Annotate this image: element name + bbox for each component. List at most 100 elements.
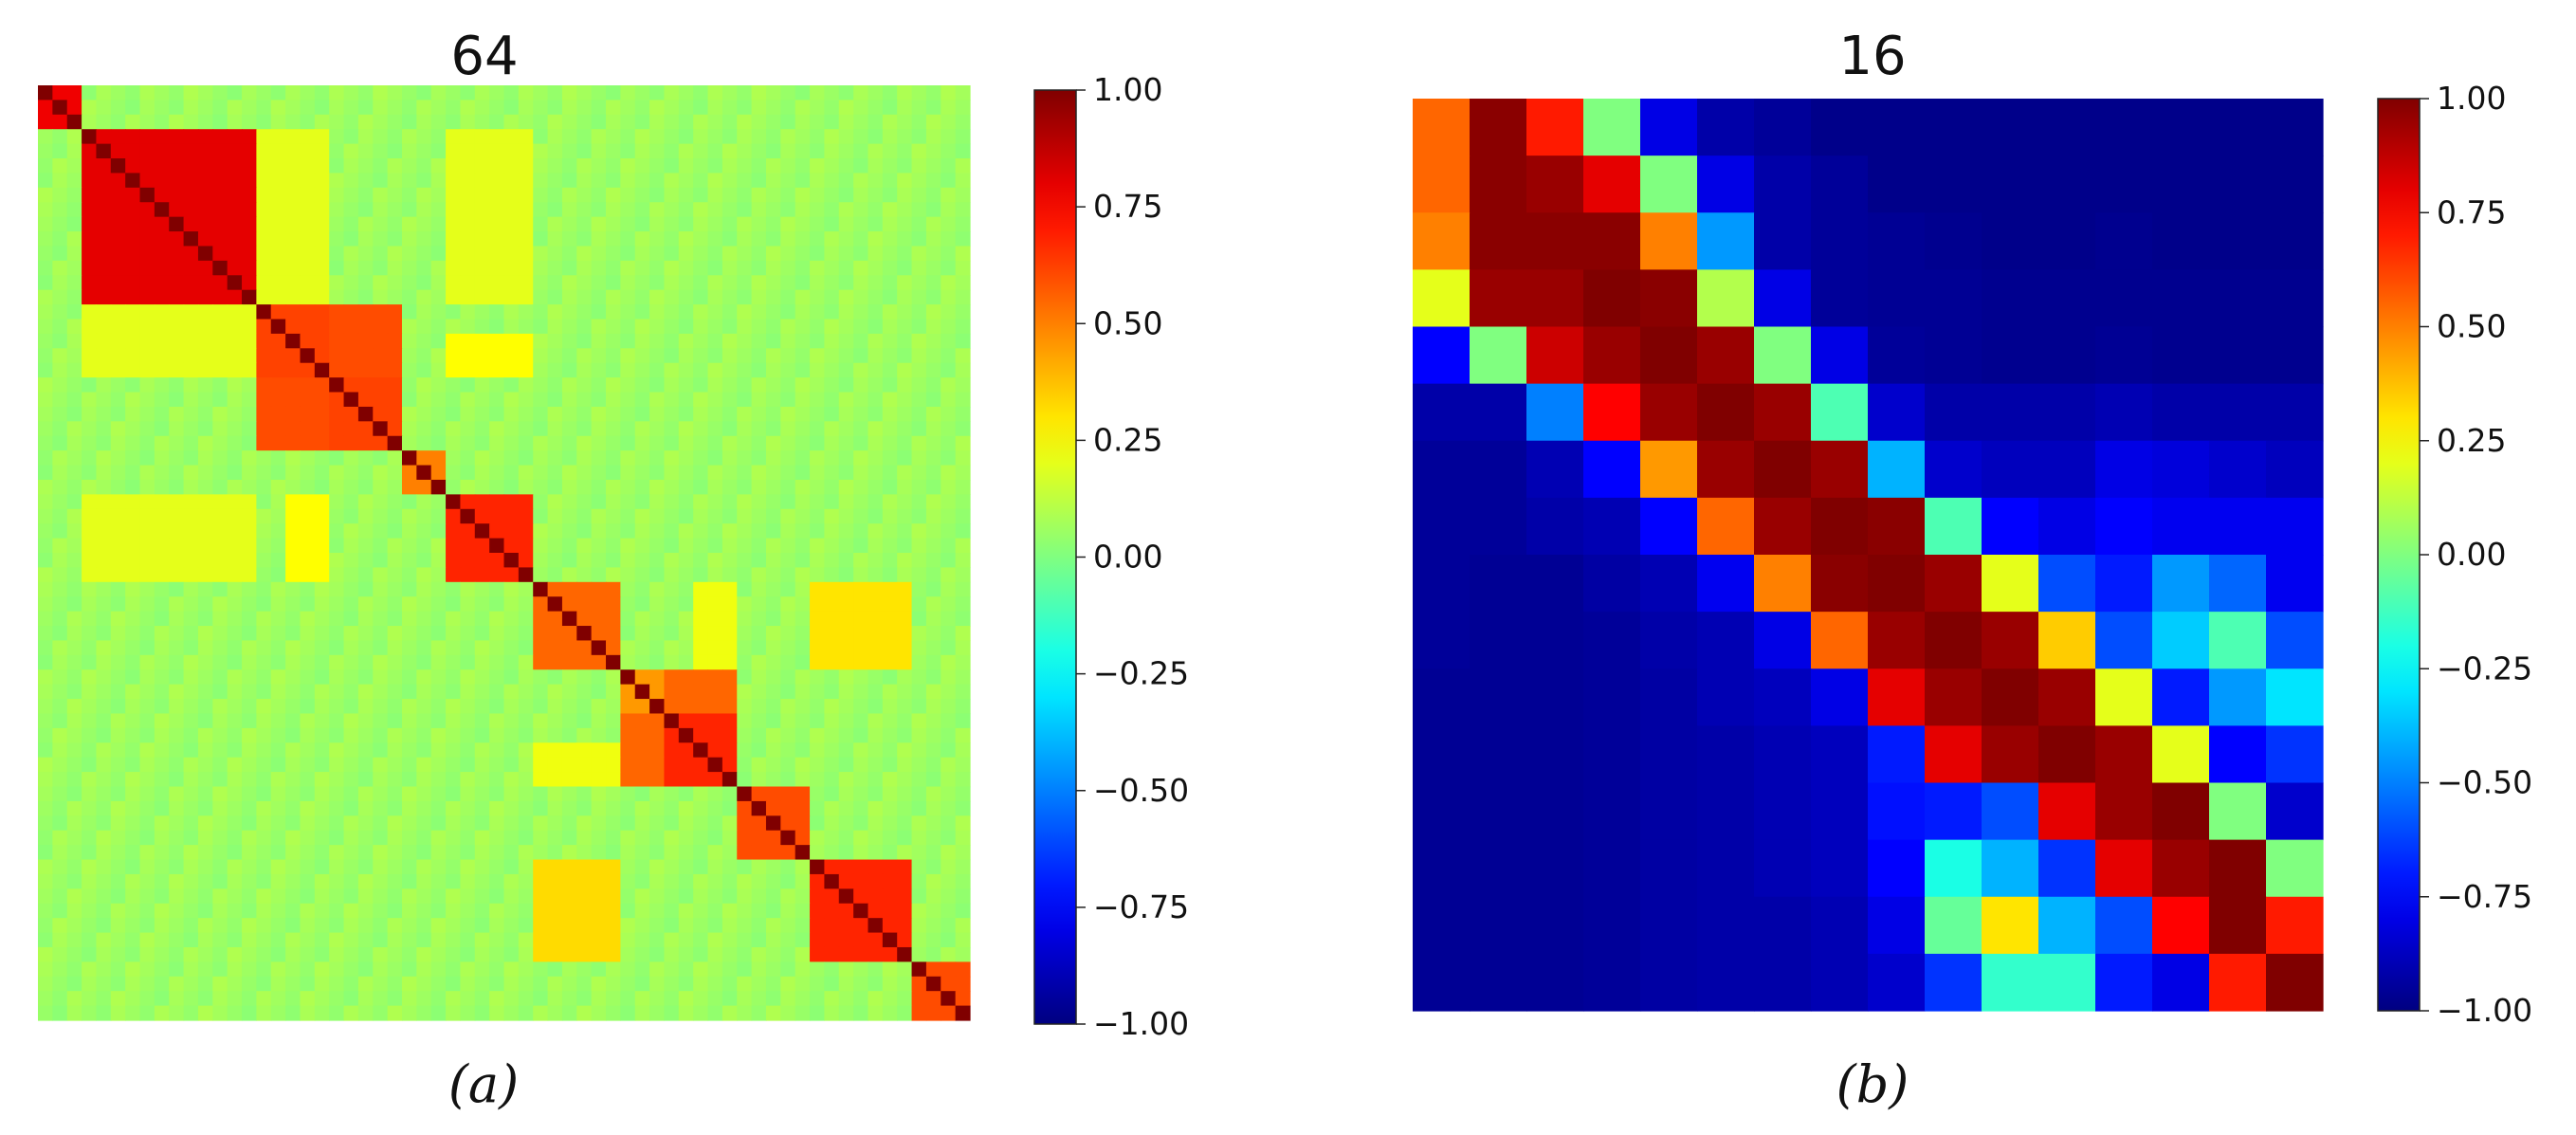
heatmap-a-cell: [82, 421, 98, 437]
heatmap-a-cell: [401, 873, 417, 889]
heatmap-a-cell: [446, 873, 462, 889]
heatmap-a-cell: [169, 654, 185, 670]
heatmap-a-cell: [66, 479, 82, 495]
heatmap-a-cell: [955, 772, 971, 788]
heatmap-a-cell: [634, 362, 650, 378]
heatmap-a-cell: [270, 187, 286, 203]
heatmap-a-cell: [853, 246, 869, 262]
heatmap-a-cell: [576, 640, 593, 656]
heatmap-b-cell: [1925, 839, 1982, 898]
heatmap-a-cell: [242, 538, 257, 554]
heatmap-a-cell: [125, 640, 141, 656]
heatmap-a-cell: [460, 508, 476, 524]
heatmap-a-cell: [503, 918, 520, 934]
heatmap-a-cell: [446, 406, 462, 422]
heatmap-b-cell: [2095, 896, 2153, 955]
heatmap-a-cell: [357, 479, 374, 495]
heatmap-b-cell: [1868, 99, 1926, 156]
heatmap-a-cell: [242, 742, 257, 759]
heatmap-a-cell: [751, 946, 767, 962]
heatmap-a-cell: [911, 699, 927, 715]
heatmap-a-cell: [737, 626, 753, 642]
heatmap-a-cell: [911, 348, 927, 364]
heatmap-b-cell: [1413, 953, 1471, 1012]
heatmap-a-cell: [634, 888, 650, 905]
heatmap-a-cell: [664, 699, 680, 715]
heatmap-b-cell: [1413, 896, 1471, 955]
heatmap-a-cell: [430, 611, 447, 627]
heatmap-a-cell: [533, 888, 549, 905]
heatmap-a-cell: [751, 304, 767, 320]
heatmap-a-cell: [882, 260, 898, 276]
heatmap-a-cell: [606, 538, 621, 554]
heatmap-a-cell: [737, 699, 753, 715]
heatmap-a-cell: [154, 742, 170, 759]
heatmap-a-cell: [751, 918, 767, 934]
heatmap-a-cell: [373, 246, 389, 262]
heatmap-a-cell: [707, 684, 723, 700]
heatmap-a-cell: [810, 991, 826, 1007]
heatmap-a-cell: [329, 845, 345, 861]
heatmap-a-cell: [387, 727, 403, 743]
heatmap-a-cell: [256, 348, 272, 364]
heatmap-a-cell: [139, 246, 155, 262]
heatmap-b-cell: [1925, 497, 1982, 556]
heatmap-a-cell: [227, 830, 243, 846]
heatmap-a-cell: [227, 553, 243, 569]
heatmap-a-cell: [38, 757, 53, 773]
heatmap-a-cell: [678, 187, 694, 203]
heatmap-a-cell: [561, 216, 577, 232]
heatmap-a-cell: [868, 713, 884, 729]
heatmap-a-cell: [882, 143, 898, 159]
heatmap-a-cell: [795, 757, 811, 773]
heatmap-a-cell: [357, 976, 374, 992]
heatmap-a-cell: [66, 216, 82, 232]
heatmap-a-cell: [810, 888, 826, 905]
heatmap-a-cell: [373, 859, 389, 875]
heatmap-a-cell: [678, 976, 694, 992]
heatmap-a-cell: [664, 932, 680, 948]
heatmap-a-cell: [430, 699, 447, 715]
heatmap-a-cell: [576, 523, 593, 540]
heatmap-a-cell: [911, 1005, 927, 1021]
heatmap-a-cell: [824, 859, 840, 875]
heatmap-b-cell: [2152, 782, 2210, 841]
heatmap-a-cell: [503, 611, 520, 627]
heatmap-a-cell: [38, 202, 53, 218]
heatmap-a-cell: [446, 800, 462, 816]
heatmap-a-cell: [868, 143, 884, 159]
heatmap-a-cell: [737, 114, 753, 130]
heatmap-b-cell: [1640, 156, 1698, 213]
heatmap-a-cell: [329, 289, 345, 305]
heatmap-b-cell: [2152, 839, 2210, 898]
heatmap-a-cell: [270, 976, 286, 992]
heatmap-a-cell: [52, 640, 68, 656]
heatmap-a-cell: [664, 567, 680, 583]
heatmap-a-cell: [212, 187, 228, 203]
heatmap-a-cell: [52, 596, 68, 613]
heatmap-a-cell: [489, 362, 505, 378]
heatmap-b-cell: [2209, 668, 2267, 726]
heatmap-a-cell: [125, 859, 141, 875]
heatmap-a-cell: [518, 421, 534, 437]
heatmap-a-cell: [38, 479, 53, 495]
heatmap-a-cell: [110, 626, 126, 642]
heatmap-a-cell: [212, 465, 228, 481]
heatmap-a-cell: [780, 684, 796, 700]
heatmap-a-cell: [518, 757, 534, 773]
heatmap-a-cell: [197, 611, 213, 627]
heatmap-a-cell: [707, 1005, 723, 1021]
heatmap-a-cell: [765, 757, 781, 773]
heatmap-a-cell: [387, 333, 403, 349]
heatmap-a-cell: [52, 304, 68, 320]
heatmap-a-cell: [416, 450, 432, 467]
heatmap-a-cell: [474, 216, 490, 232]
heatmap-a-cell: [547, 742, 563, 759]
heatmap-a-cell: [503, 553, 520, 569]
heatmap-a-cell: [212, 567, 228, 583]
heatmap-a-cell: [270, 727, 286, 743]
heatmap-a-cell: [66, 859, 82, 875]
heatmap-a-cell: [620, 567, 636, 583]
heatmap-b-cell: [1640, 555, 1698, 613]
heatmap-a-cell: [139, 713, 155, 729]
